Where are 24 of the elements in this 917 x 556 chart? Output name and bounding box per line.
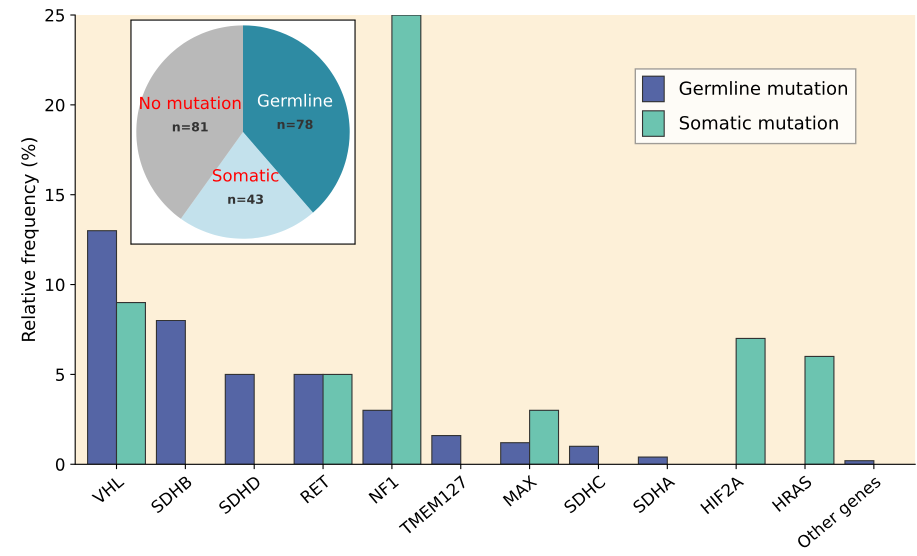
slice-label: No mutation [140,96,240,110]
y-tick-label: 25 [45,8,64,22]
slice-label: Germline [258,94,332,107]
bar [804,356,834,464]
legend-label: Somatic mutation [680,116,838,130]
bar [638,456,668,464]
x-tick-label: NF1 [368,475,399,504]
y-tick-label: 15 [46,188,64,202]
y-tick-label: 10 [46,278,64,292]
data-label: n=78 [278,120,313,130]
bar [431,434,462,464]
x-tick-label: VHL [91,474,125,505]
bar [224,374,255,464]
legend-label: Germline mutation [680,81,847,96]
slice-label: Somatic [212,168,278,182]
y-tick-label: 20 [45,98,64,112]
bar [568,446,600,464]
bar [156,320,186,464]
y-tick-label: 5 [56,368,64,381]
y-axis-title: Relative frequency (%) [21,138,39,341]
y-tick-label: 0 [56,458,64,471]
data-label: n=81 [172,122,208,132]
data-label: n=43 [228,194,263,204]
bar [736,338,766,464]
